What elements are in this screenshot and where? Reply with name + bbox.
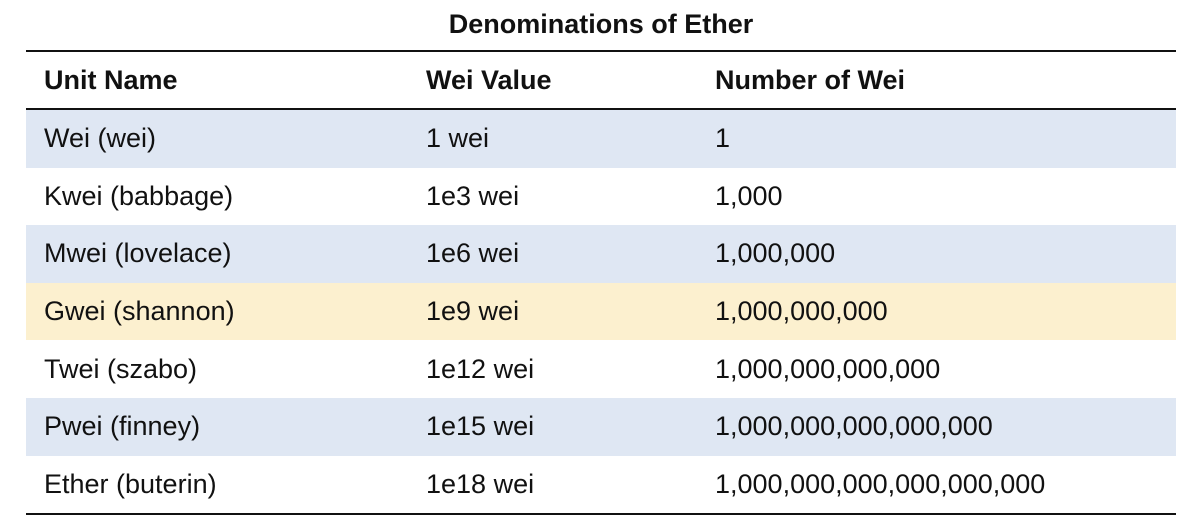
wei-value-cell: 1e3 wei — [426, 180, 520, 211]
number-of-wei-cell: 1,000 — [715, 180, 783, 211]
unit-name-cell: Wei (wei) — [44, 123, 157, 154]
wei-value-cell: 1e9 wei — [426, 296, 520, 327]
table-row: Wei (wei) 1 wei 1 — [26, 110, 1176, 168]
number-of-wei-cell: 1,000,000,000 — [715, 296, 888, 327]
wei-value-cell: 1e6 wei — [426, 238, 520, 269]
table-row-highlighted: Gwei (shannon) 1e9 wei 1,000,000,000 — [26, 282, 1176, 341]
unit-name-cell: Twei (szabo) — [44, 353, 198, 384]
table-row: Kwei (babbage) 1e3 wei 1,000 — [26, 168, 1176, 226]
wei-value-cell: 1e12 wei — [426, 353, 535, 384]
number-of-wei-cell: 1,000,000 — [715, 238, 836, 269]
table-header-row: Unit Name Wei Value Number of Wei — [26, 52, 1176, 108]
table-row: Mwei (lovelace) 1e6 wei 1,000,000 — [26, 225, 1176, 283]
wei-value-cell: 1e15 wei — [426, 411, 535, 442]
unit-name-cell: Kwei (babbage) — [44, 180, 234, 211]
number-of-wei-cell: 1,000,000,000,000,000 — [715, 411, 993, 442]
table-top-rule — [26, 50, 1176, 52]
table-bottom-rule — [26, 513, 1176, 516]
wei-value-cell: 1e18 wei — [426, 468, 535, 499]
number-of-wei-cell: 1,000,000,000,000 — [715, 353, 941, 384]
header-wei-value: Wei Value — [426, 64, 552, 95]
unit-name-cell: Ether (buterin) — [44, 468, 217, 499]
table-row: Ether (buterin) 1e18 wei 1,000,000,000,0… — [26, 456, 1176, 514]
number-of-wei-cell: 1,000,000,000,000,000,000 — [715, 468, 1046, 499]
wei-value-cell: 1 wei — [426, 123, 490, 154]
denominations-table: Denominations of Ether Unit Name Wei Val… — [26, 0, 1176, 516]
unit-name-cell: Gwei (shannon) — [44, 296, 235, 327]
table-header-rule — [26, 108, 1176, 110]
table-title: Denominations of Ether — [448, 9, 754, 39]
header-unit-name: Unit Name — [44, 64, 178, 95]
number-of-wei-cell: 1 — [715, 123, 731, 154]
unit-name-cell: Pwei (finney) — [44, 411, 201, 442]
table-row: Twei (szabo) 1e12 wei 1,000,000,000,000 — [26, 340, 1176, 398]
unit-name-cell: Mwei (lovelace) — [44, 238, 232, 269]
table-row: Pwei (finney) 1e15 wei 1,000,000,000,000… — [26, 397, 1176, 456]
header-number-of-wei: Number of Wei — [715, 64, 906, 95]
